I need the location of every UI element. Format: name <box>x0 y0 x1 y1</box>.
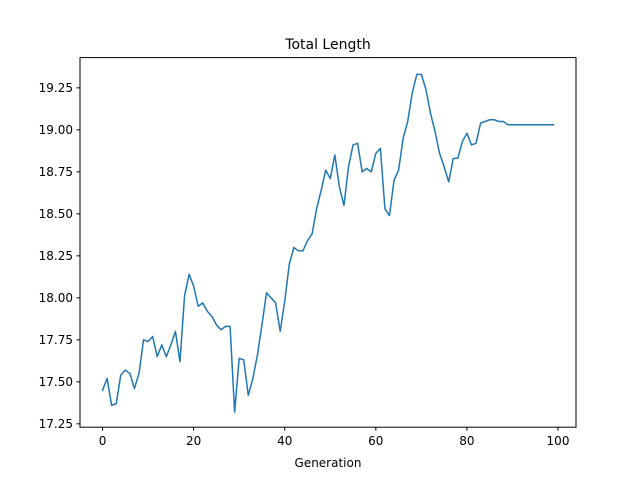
y-tick-label: 18.00 <box>39 291 73 305</box>
y-tick-label: 18.75 <box>39 165 73 179</box>
series-line <box>101 73 555 413</box>
y-tick-label: 17.75 <box>39 333 73 347</box>
y-tick-label: 17.50 <box>39 375 73 389</box>
chart-title: Total Length <box>284 37 370 53</box>
y-tick-label: 19.25 <box>39 81 73 95</box>
axis-tick-labels: 0 20 40 60 80 100 17.25 17.50 17.75 18.00 18.25 18.… <box>39 81 570 448</box>
x-tick-label: 60 <box>368 434 383 448</box>
x-tick-label: 0 <box>99 434 107 448</box>
x-axis-label: Generation <box>295 456 362 470</box>
x-tick-label: 80 <box>459 434 474 448</box>
x-tick-label: 100 <box>547 434 570 448</box>
plot-frame <box>79 57 577 428</box>
y-tick-label: 18.50 <box>39 207 73 221</box>
x-tick-label: 20 <box>186 434 201 448</box>
y-tick-label: 19.00 <box>39 123 73 137</box>
y-tick-label: 18.25 <box>39 249 73 263</box>
x-tick-label: 40 <box>277 434 292 448</box>
axis-ticks <box>76 87 559 431</box>
y-tick-label: 17.25 <box>39 417 73 431</box>
